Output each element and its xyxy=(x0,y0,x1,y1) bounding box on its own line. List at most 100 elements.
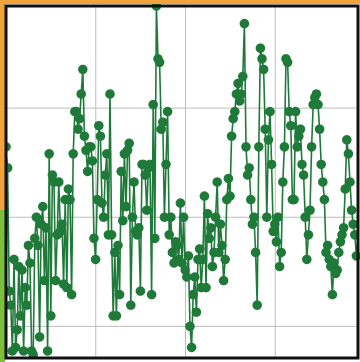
data-point xyxy=(145,159,155,170)
data-point xyxy=(41,223,51,233)
data-point xyxy=(220,254,230,265)
data-point xyxy=(185,321,195,332)
data-point xyxy=(102,149,112,159)
data-point xyxy=(279,142,290,152)
data-point xyxy=(44,149,54,159)
data-point xyxy=(190,272,200,282)
data-point xyxy=(327,289,338,300)
data-point xyxy=(78,64,88,75)
data-point xyxy=(298,170,309,180)
data-point xyxy=(129,177,139,187)
data-point xyxy=(178,212,189,222)
data-point xyxy=(126,300,136,311)
data-point xyxy=(31,212,42,222)
data-point xyxy=(98,212,109,222)
data-point xyxy=(340,184,351,194)
data-point xyxy=(94,120,104,131)
data-point xyxy=(12,325,22,335)
data-point xyxy=(305,205,315,215)
data-point xyxy=(188,289,198,300)
data-point xyxy=(38,201,48,212)
data-point xyxy=(218,275,229,286)
data-point xyxy=(257,54,267,64)
data-point xyxy=(167,247,178,258)
data-point xyxy=(262,212,272,222)
data-point xyxy=(303,230,314,240)
accent-bar-left-top xyxy=(0,0,5,210)
data-point xyxy=(332,265,343,275)
data-point xyxy=(346,205,357,215)
data-point xyxy=(90,254,101,265)
data-point xyxy=(314,124,325,134)
data-point xyxy=(100,170,110,180)
data-point xyxy=(215,219,226,229)
data-point xyxy=(244,163,254,173)
grid-lines xyxy=(6,6,358,358)
data-point xyxy=(348,219,359,229)
data-point xyxy=(175,198,186,208)
data-point xyxy=(233,78,243,89)
data-point xyxy=(265,106,275,117)
data-point xyxy=(300,212,311,222)
data-point xyxy=(297,159,307,170)
data-point xyxy=(15,311,26,321)
data-point xyxy=(207,261,218,272)
data-point xyxy=(319,194,330,205)
data-point xyxy=(194,244,205,254)
data-point xyxy=(105,89,115,99)
data-point xyxy=(302,254,312,265)
data-point xyxy=(201,282,211,293)
data-point xyxy=(204,233,214,244)
data-point xyxy=(250,247,261,258)
data-point xyxy=(286,120,296,131)
data-point xyxy=(79,131,90,141)
data-point xyxy=(62,282,72,293)
data-point xyxy=(249,212,259,222)
data-point xyxy=(276,247,287,258)
data-point xyxy=(223,173,234,184)
data-point xyxy=(198,254,208,265)
data-point xyxy=(311,89,322,99)
data-point xyxy=(226,131,237,141)
data-point xyxy=(97,198,107,208)
data-point xyxy=(318,177,328,187)
series-line-1 xyxy=(5,5,358,356)
data-point xyxy=(273,212,283,222)
data-point xyxy=(116,166,126,177)
data-point xyxy=(260,124,271,134)
data-point xyxy=(266,159,277,170)
data-point xyxy=(241,142,251,152)
data-point xyxy=(146,289,157,300)
data-point xyxy=(278,177,288,187)
data-point xyxy=(282,57,293,68)
data-point xyxy=(158,117,168,127)
data-point xyxy=(290,106,301,117)
plot-border xyxy=(4,4,360,360)
data-point xyxy=(343,149,354,159)
data-point xyxy=(134,223,144,233)
data-point xyxy=(121,201,131,212)
data-point xyxy=(89,233,99,244)
data-point xyxy=(148,99,158,110)
data-point xyxy=(6,300,16,311)
data-point xyxy=(238,71,248,82)
data-point xyxy=(161,159,171,170)
data-point xyxy=(322,240,333,251)
data-point xyxy=(82,166,93,177)
data-point xyxy=(9,254,19,265)
data-point xyxy=(289,194,299,205)
data-point xyxy=(22,300,32,311)
data-point xyxy=(57,219,67,229)
data-point xyxy=(95,131,106,141)
data-point xyxy=(342,135,352,145)
data-point xyxy=(274,261,285,272)
data-point xyxy=(66,289,77,300)
data-point xyxy=(217,240,227,251)
data-point xyxy=(63,184,74,194)
data-point xyxy=(33,240,43,251)
data-point xyxy=(271,237,282,247)
data-point xyxy=(106,230,117,240)
data-point xyxy=(118,215,128,226)
